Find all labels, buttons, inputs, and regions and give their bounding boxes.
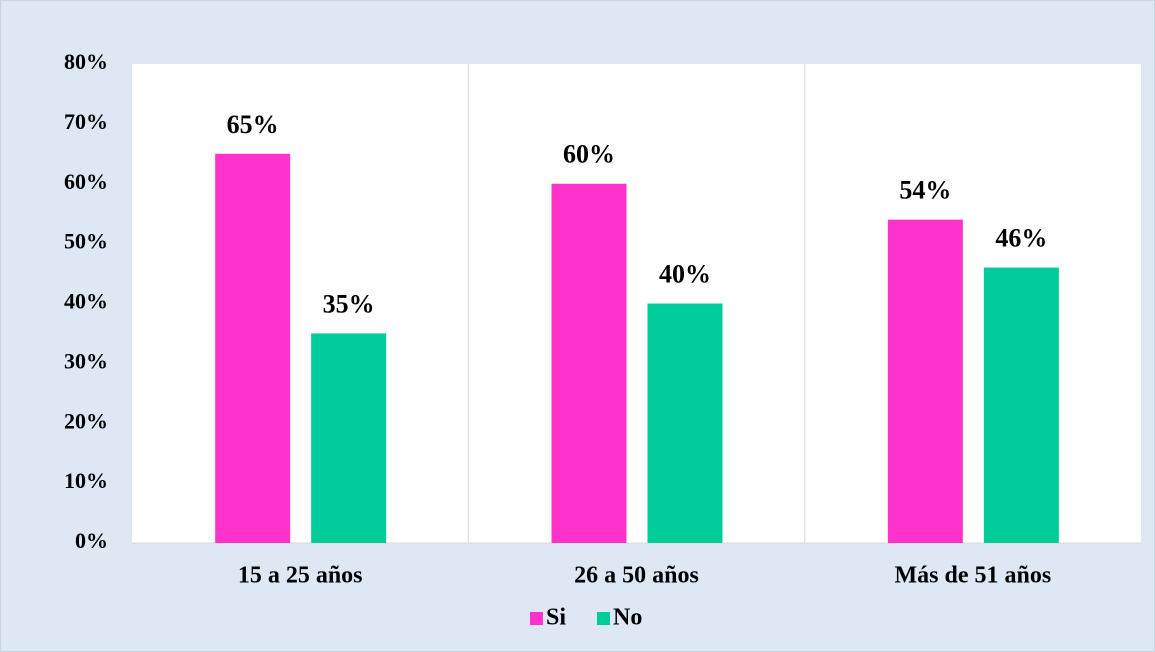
y-tick-label: 50% xyxy=(64,229,108,254)
y-tick-label: 30% xyxy=(64,348,108,373)
bar xyxy=(551,183,627,543)
data-label: 65% xyxy=(227,110,279,139)
data-label: 35% xyxy=(323,289,375,318)
data-label: 60% xyxy=(563,140,615,169)
y-tick-label: 40% xyxy=(64,289,108,314)
bar xyxy=(311,333,387,543)
x-tick-label: Más de 51 años xyxy=(894,563,1051,589)
y-tick-label: 70% xyxy=(64,109,108,134)
bar xyxy=(215,153,291,543)
legend-swatch xyxy=(530,612,543,625)
data-label: 40% xyxy=(659,259,711,288)
legend-label: Si xyxy=(546,605,566,631)
bar xyxy=(887,219,963,544)
bar xyxy=(983,267,1059,543)
x-tick-label: 15 a 25 años xyxy=(238,563,363,589)
data-label: 54% xyxy=(899,176,951,205)
y-tick-label: 80% xyxy=(64,49,108,74)
y-tick-label: 0% xyxy=(75,528,108,553)
y-tick-label: 10% xyxy=(64,468,108,493)
x-tick-label: 26 a 50 años xyxy=(574,563,699,589)
legend-swatch xyxy=(597,612,610,625)
plot-area xyxy=(132,64,1141,543)
data-label: 46% xyxy=(995,224,1047,253)
legend-label: No xyxy=(613,605,642,631)
y-tick-label: 60% xyxy=(64,169,108,194)
bar xyxy=(647,303,723,543)
y-tick-label: 20% xyxy=(64,408,108,433)
